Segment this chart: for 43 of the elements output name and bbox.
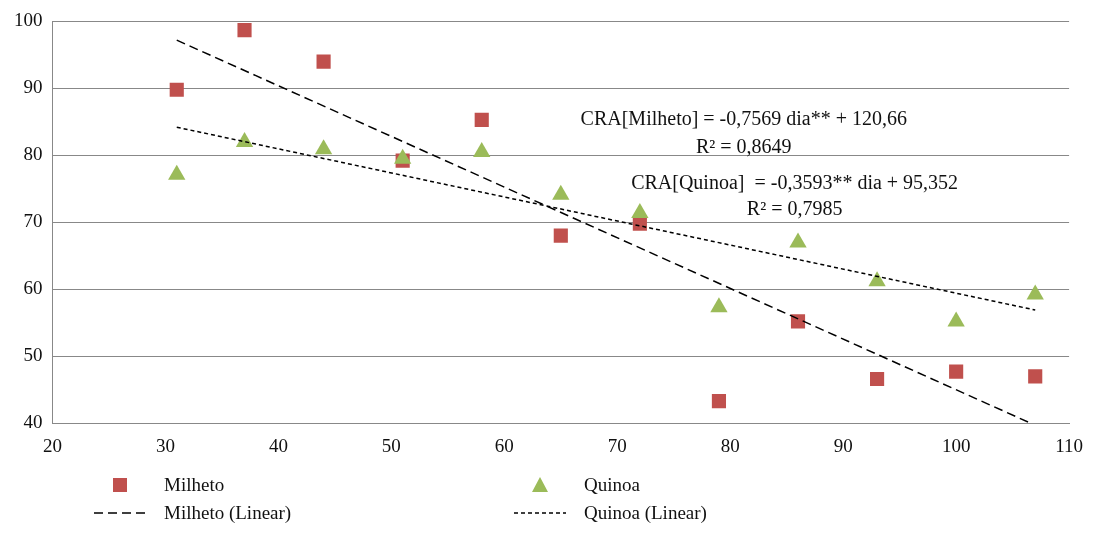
point	[711, 394, 727, 409]
annotation: CRA[Milheto] = -0,7569 dia** + 120,66	[580, 107, 908, 130]
point	[235, 131, 254, 147]
point	[553, 228, 568, 243]
y-tick-label: 70	[23, 210, 43, 232]
y-tick-label: 60	[23, 277, 43, 299]
legend-label: Quinoa (Linear)	[584, 502, 707, 524]
x-tick-label: 100	[941, 434, 971, 456]
point	[870, 371, 885, 387]
point	[789, 232, 807, 248]
point	[1028, 369, 1043, 384]
point	[790, 314, 806, 329]
y-tick-label: 40	[23, 411, 43, 433]
x-tick-label: 110	[1055, 434, 1083, 456]
point	[710, 297, 728, 313]
point	[1026, 284, 1044, 300]
point	[552, 184, 570, 200]
point	[949, 364, 964, 379]
x-tick-label: 30	[155, 434, 175, 456]
y-tick-label: 80	[23, 143, 43, 165]
point	[168, 164, 186, 180]
point	[631, 202, 649, 218]
point	[947, 311, 965, 327]
annotation: CRA[Quinoa] = -0,3593** dia + 95,352	[631, 171, 959, 194]
legend-label: Milheto	[164, 474, 225, 496]
annotation: R² = 0,7985	[746, 197, 843, 220]
x-tick-label: 90	[833, 434, 853, 456]
legend-label: Quinoa	[584, 474, 640, 496]
point	[394, 148, 412, 164]
x-tick-label: 60	[494, 434, 514, 456]
x-tick-label: 70	[607, 434, 627, 456]
legend-label: Milheto (Linear)	[164, 502, 292, 524]
annotation: R² = 0,8649	[695, 135, 792, 158]
x-tick-label: 20	[43, 434, 62, 456]
y-tick-label: 50	[23, 344, 43, 366]
point	[314, 139, 333, 155]
point	[868, 271, 886, 287]
x-tick-label: 80	[720, 434, 740, 456]
x-tick-label: 50	[381, 434, 401, 456]
point	[473, 141, 491, 157]
y-tick-label: 90	[23, 76, 43, 98]
y-tick-label: 100	[14, 9, 43, 31]
x-tick-label: 40	[268, 434, 288, 456]
